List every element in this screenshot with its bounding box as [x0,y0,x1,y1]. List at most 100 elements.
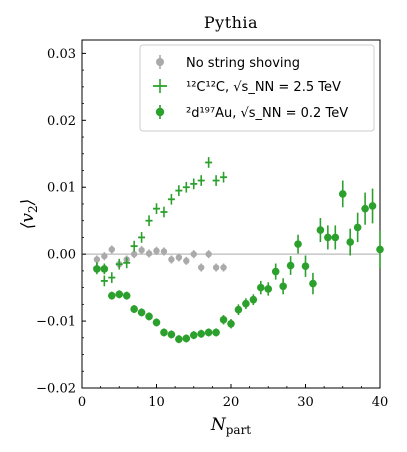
circle-marker [93,265,101,273]
circle-marker [101,265,109,273]
data-point [279,278,287,294]
data-point [101,276,108,287]
data-point [220,264,226,272]
data-point [123,292,131,300]
data-point [346,229,354,256]
data-point [264,282,272,295]
data-point [191,250,197,258]
data-point [138,308,146,316]
y-axis-label: ⟨v2⟩ [18,199,40,230]
data-point [160,328,168,336]
data-point [101,252,107,260]
circle-marker [250,296,258,304]
data-point [309,273,317,294]
data-point [109,245,115,253]
legend-label: ¹²C¹²C, √s_NN = 2.5 TeV [186,80,341,95]
circle-marker [161,248,167,254]
circle-marker [138,309,146,317]
y-tick-label: −0.01 [36,315,76,330]
circle-marker [176,254,182,260]
circle-marker [131,251,137,257]
y-tick-label: −0.02 [36,382,76,397]
circle-marker [94,256,100,262]
data-point [183,257,189,265]
data-point [130,305,138,313]
circle-marker [197,330,205,338]
y-axis-ticks: −0.02−0.010.000.010.020.03 [36,47,86,397]
circle-marker [146,250,152,256]
data-point [361,193,369,225]
legend-label: No string shoving [186,56,300,71]
legend: No string shoving ¹²C¹²C, √s_NN = 2.5 TeV… [140,45,374,131]
circle-marker [317,226,325,234]
legend-label: ²d¹⁹⁷Au, √s_NN = 0.2 TeV [186,106,348,121]
circle-marker [354,224,362,232]
circle-marker [294,240,302,248]
data-point [108,292,116,300]
circle-marker [153,248,159,254]
circle-marker [153,319,161,327]
circle-marker [369,202,377,210]
circle-marker [191,251,197,257]
y-axis-label-close: ⟩ [18,199,38,207]
data-point [257,281,265,294]
data-point [317,218,325,242]
y-tick-label: 0.00 [47,248,76,263]
series-circle [93,181,384,344]
data-point [369,189,377,224]
data-point [212,328,220,336]
circle-marker [101,253,107,259]
data-point [242,298,250,309]
circle-marker [242,300,250,308]
circle-marker [324,234,332,242]
circle-marker [287,262,295,270]
data-point [250,294,258,305]
data-point [332,225,340,249]
circle-marker [175,335,183,343]
circle-marker [115,291,123,299]
data-point [146,215,153,226]
circle-marker [332,234,340,242]
data-point [376,231,384,268]
data-point [131,241,138,252]
x-axis-label: Npart [210,415,251,437]
circle-marker [272,268,280,276]
data-point [108,272,115,283]
data-point [153,203,160,214]
data-point [197,330,205,338]
circle-marker [346,238,354,246]
data-point [294,235,302,254]
data-point [115,290,123,298]
data-point [235,304,243,315]
data-point [146,249,152,257]
legend-circle-marker [156,58,164,66]
circle-marker [212,329,220,337]
y-axis-label-subscript: 2 [26,205,40,213]
x-tick-label: 10 [148,395,165,410]
y-tick-label: 0.01 [47,181,76,196]
data-point [272,264,280,280]
data-point [138,232,145,243]
circle-marker [168,256,174,262]
chart-title: Pythia [204,13,258,32]
data-point [101,264,109,275]
circle-marker [109,246,115,252]
circle-marker [145,313,153,321]
data-point [205,157,212,168]
x-axis-label-subscript: part [226,423,252,437]
data-point [160,207,167,218]
data-point [339,181,347,208]
data-point [183,334,191,342]
data-point [205,250,211,258]
circle-marker [376,246,384,254]
circle-marker [205,251,211,257]
circle-marker [190,331,198,339]
data-point [220,172,227,183]
data-point [213,264,219,272]
circle-marker [213,264,219,270]
data-point [153,318,161,326]
data-point [190,331,198,339]
y-tick-label: 0.03 [47,47,76,62]
data-point [220,315,228,324]
circle-marker [361,205,369,213]
